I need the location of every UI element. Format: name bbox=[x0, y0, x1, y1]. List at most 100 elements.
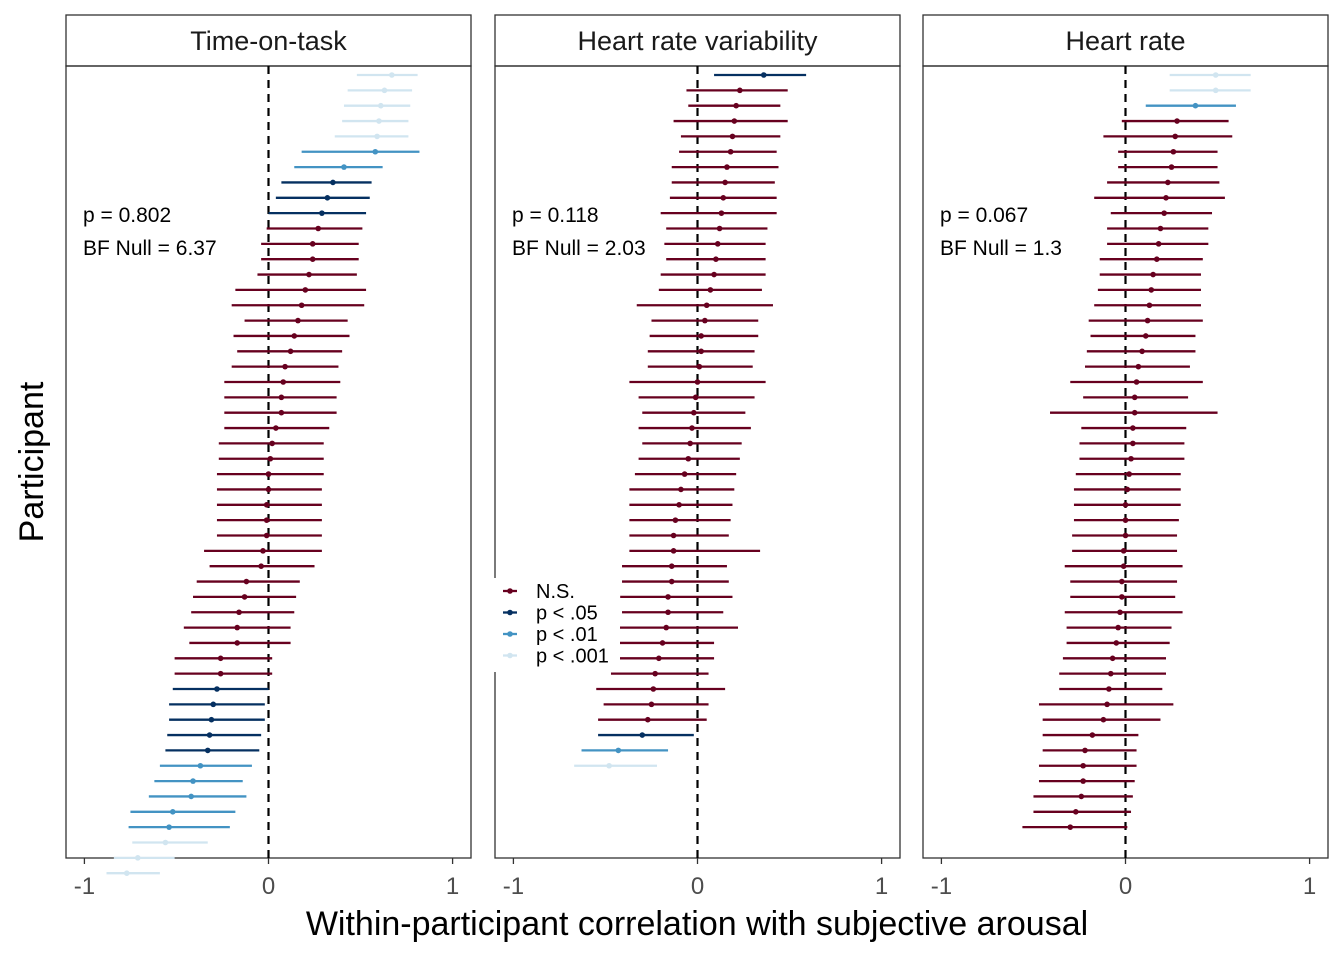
legend-key-point bbox=[507, 631, 513, 637]
estimate-point bbox=[1072, 809, 1079, 815]
estimate-point bbox=[188, 793, 194, 800]
x-tick-label: -1 bbox=[74, 873, 95, 900]
estimate-point bbox=[280, 379, 287, 385]
estimate-point bbox=[644, 716, 651, 723]
estimate-point bbox=[265, 471, 272, 477]
estimate-point bbox=[278, 409, 285, 416]
estimate-point bbox=[1130, 425, 1136, 431]
estimate-point bbox=[287, 348, 294, 355]
estimate-point bbox=[729, 133, 736, 140]
estimate-point bbox=[1165, 179, 1171, 186]
estimate-point bbox=[234, 640, 241, 646]
estimate-point bbox=[319, 210, 325, 216]
estimate-point bbox=[302, 287, 309, 293]
estimate-point bbox=[713, 256, 719, 263]
estimate-point bbox=[1131, 409, 1138, 416]
estimate-point bbox=[1146, 302, 1153, 309]
estimate-point bbox=[1080, 762, 1086, 769]
estimate-point bbox=[389, 72, 395, 78]
estimate-point bbox=[1170, 148, 1177, 155]
estimate-point bbox=[665, 609, 671, 616]
estimate-point bbox=[1106, 686, 1112, 692]
estimate-point bbox=[663, 624, 670, 631]
estimate-point bbox=[606, 762, 612, 769]
estimate-point bbox=[691, 409, 697, 416]
estimate-point bbox=[1122, 532, 1129, 539]
estimate-point bbox=[1067, 824, 1074, 830]
x-tick-label: 0 bbox=[1119, 873, 1132, 900]
estimate-point bbox=[282, 363, 288, 370]
x-tick-label: -1 bbox=[503, 873, 524, 900]
estimate-point bbox=[1212, 72, 1219, 78]
estimate-point bbox=[1153, 256, 1160, 263]
estimate-point bbox=[1124, 486, 1131, 493]
estimate-point bbox=[1082, 747, 1088, 754]
legend-label: p < .01 bbox=[536, 624, 598, 646]
estimate-point bbox=[692, 394, 699, 401]
estimate-point bbox=[1172, 133, 1179, 140]
estimate-point bbox=[306, 271, 312, 278]
panel-title: Time-on-task bbox=[190, 26, 347, 56]
estimate-point bbox=[267, 455, 274, 462]
estimate-point bbox=[727, 148, 734, 155]
estimate-point bbox=[711, 271, 717, 278]
estimate-point bbox=[1144, 317, 1151, 324]
estimate-point bbox=[315, 225, 322, 232]
estimate-point bbox=[678, 486, 684, 493]
estimate-point bbox=[737, 87, 743, 94]
estimate-point bbox=[1080, 778, 1086, 784]
estimate-point bbox=[291, 333, 298, 339]
estimate-point bbox=[1161, 210, 1167, 216]
estimate-point bbox=[639, 732, 646, 738]
estimate-point bbox=[134, 855, 141, 861]
legend-key-point bbox=[507, 588, 513, 594]
estimate-point bbox=[1157, 225, 1164, 232]
estimate-point bbox=[720, 195, 727, 201]
estimate-point bbox=[760, 72, 767, 78]
legend-label: N.S. bbox=[536, 581, 575, 603]
estimate-point bbox=[718, 210, 725, 216]
estimate-point bbox=[670, 532, 677, 539]
x-tick-label: 1 bbox=[1303, 873, 1316, 900]
estimate-point bbox=[694, 379, 701, 385]
estimate-point bbox=[1109, 655, 1116, 662]
estimate-point bbox=[324, 195, 331, 201]
estimate-point bbox=[217, 670, 224, 677]
estimate-point bbox=[1122, 502, 1129, 508]
estimate-point bbox=[260, 548, 266, 554]
estimate-point bbox=[204, 747, 211, 754]
estimate-point bbox=[1126, 471, 1132, 477]
bf-null-annotation: BF Null = 6.37 bbox=[83, 237, 217, 260]
estimate-point bbox=[698, 333, 704, 339]
estimate-point bbox=[1120, 563, 1127, 569]
estimate-point bbox=[668, 563, 675, 569]
p-value-annotation: p = 0.118 bbox=[512, 204, 599, 227]
estimate-point bbox=[265, 486, 272, 493]
estimate-point bbox=[377, 102, 384, 109]
estimate-point bbox=[1163, 195, 1169, 201]
estimate-point bbox=[309, 241, 316, 247]
estimate-point bbox=[1100, 716, 1107, 723]
estimate-point bbox=[273, 425, 279, 431]
estimate-point bbox=[702, 317, 708, 324]
p-value-annotation: p = 0.067 bbox=[940, 204, 1028, 227]
estimate-point bbox=[731, 118, 738, 124]
legend-label: p < .001 bbox=[536, 646, 609, 668]
estimate-point bbox=[341, 164, 347, 170]
estimate-point bbox=[1117, 609, 1123, 616]
p-value-annotation: p = 0.802 bbox=[83, 204, 171, 227]
estimate-point bbox=[1128, 455, 1134, 462]
estimate-point bbox=[615, 747, 622, 754]
estimate-point bbox=[668, 578, 675, 585]
panel-strip bbox=[494, 14, 901, 67]
estimate-point bbox=[1155, 241, 1162, 247]
estimate-point bbox=[648, 701, 655, 708]
estimate-point bbox=[1113, 640, 1120, 646]
estimate-point bbox=[676, 502, 682, 508]
estimate-point bbox=[656, 655, 662, 662]
estimate-point bbox=[652, 670, 658, 677]
estimate-point bbox=[169, 809, 176, 815]
estimate-point bbox=[1089, 732, 1096, 738]
estimate-point bbox=[214, 686, 220, 692]
